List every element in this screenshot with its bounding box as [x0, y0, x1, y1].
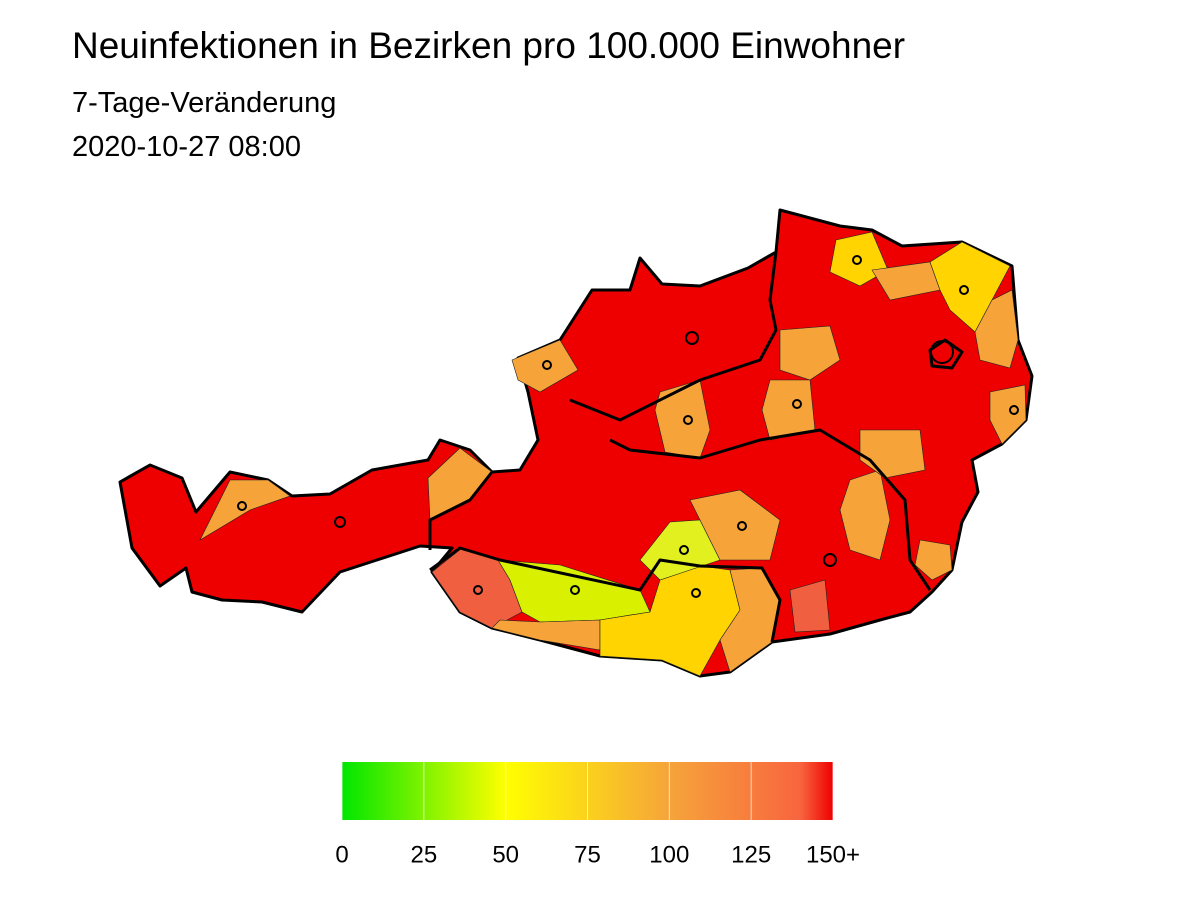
- legend-tick-label: 0: [335, 841, 348, 868]
- subtitle: 7-Tage-Veränderung: [72, 87, 336, 119]
- title: Neuinfektionen in Bezirken pro 100.000 E…: [72, 25, 905, 66]
- legend: 0 25 50 75 100 125 150+: [335, 762, 860, 868]
- legend-tick-label: 75: [574, 841, 601, 868]
- date: 2020-10-27 08:00: [72, 131, 301, 163]
- legend-tick-label: 150+: [806, 841, 860, 868]
- legend-tick-label: 25: [410, 841, 437, 868]
- legend-tick-label: 100: [649, 841, 689, 868]
- legend-tick-label: 125: [731, 841, 771, 868]
- legend-tick-label: 50: [492, 841, 519, 868]
- austria-map: [118, 208, 1034, 678]
